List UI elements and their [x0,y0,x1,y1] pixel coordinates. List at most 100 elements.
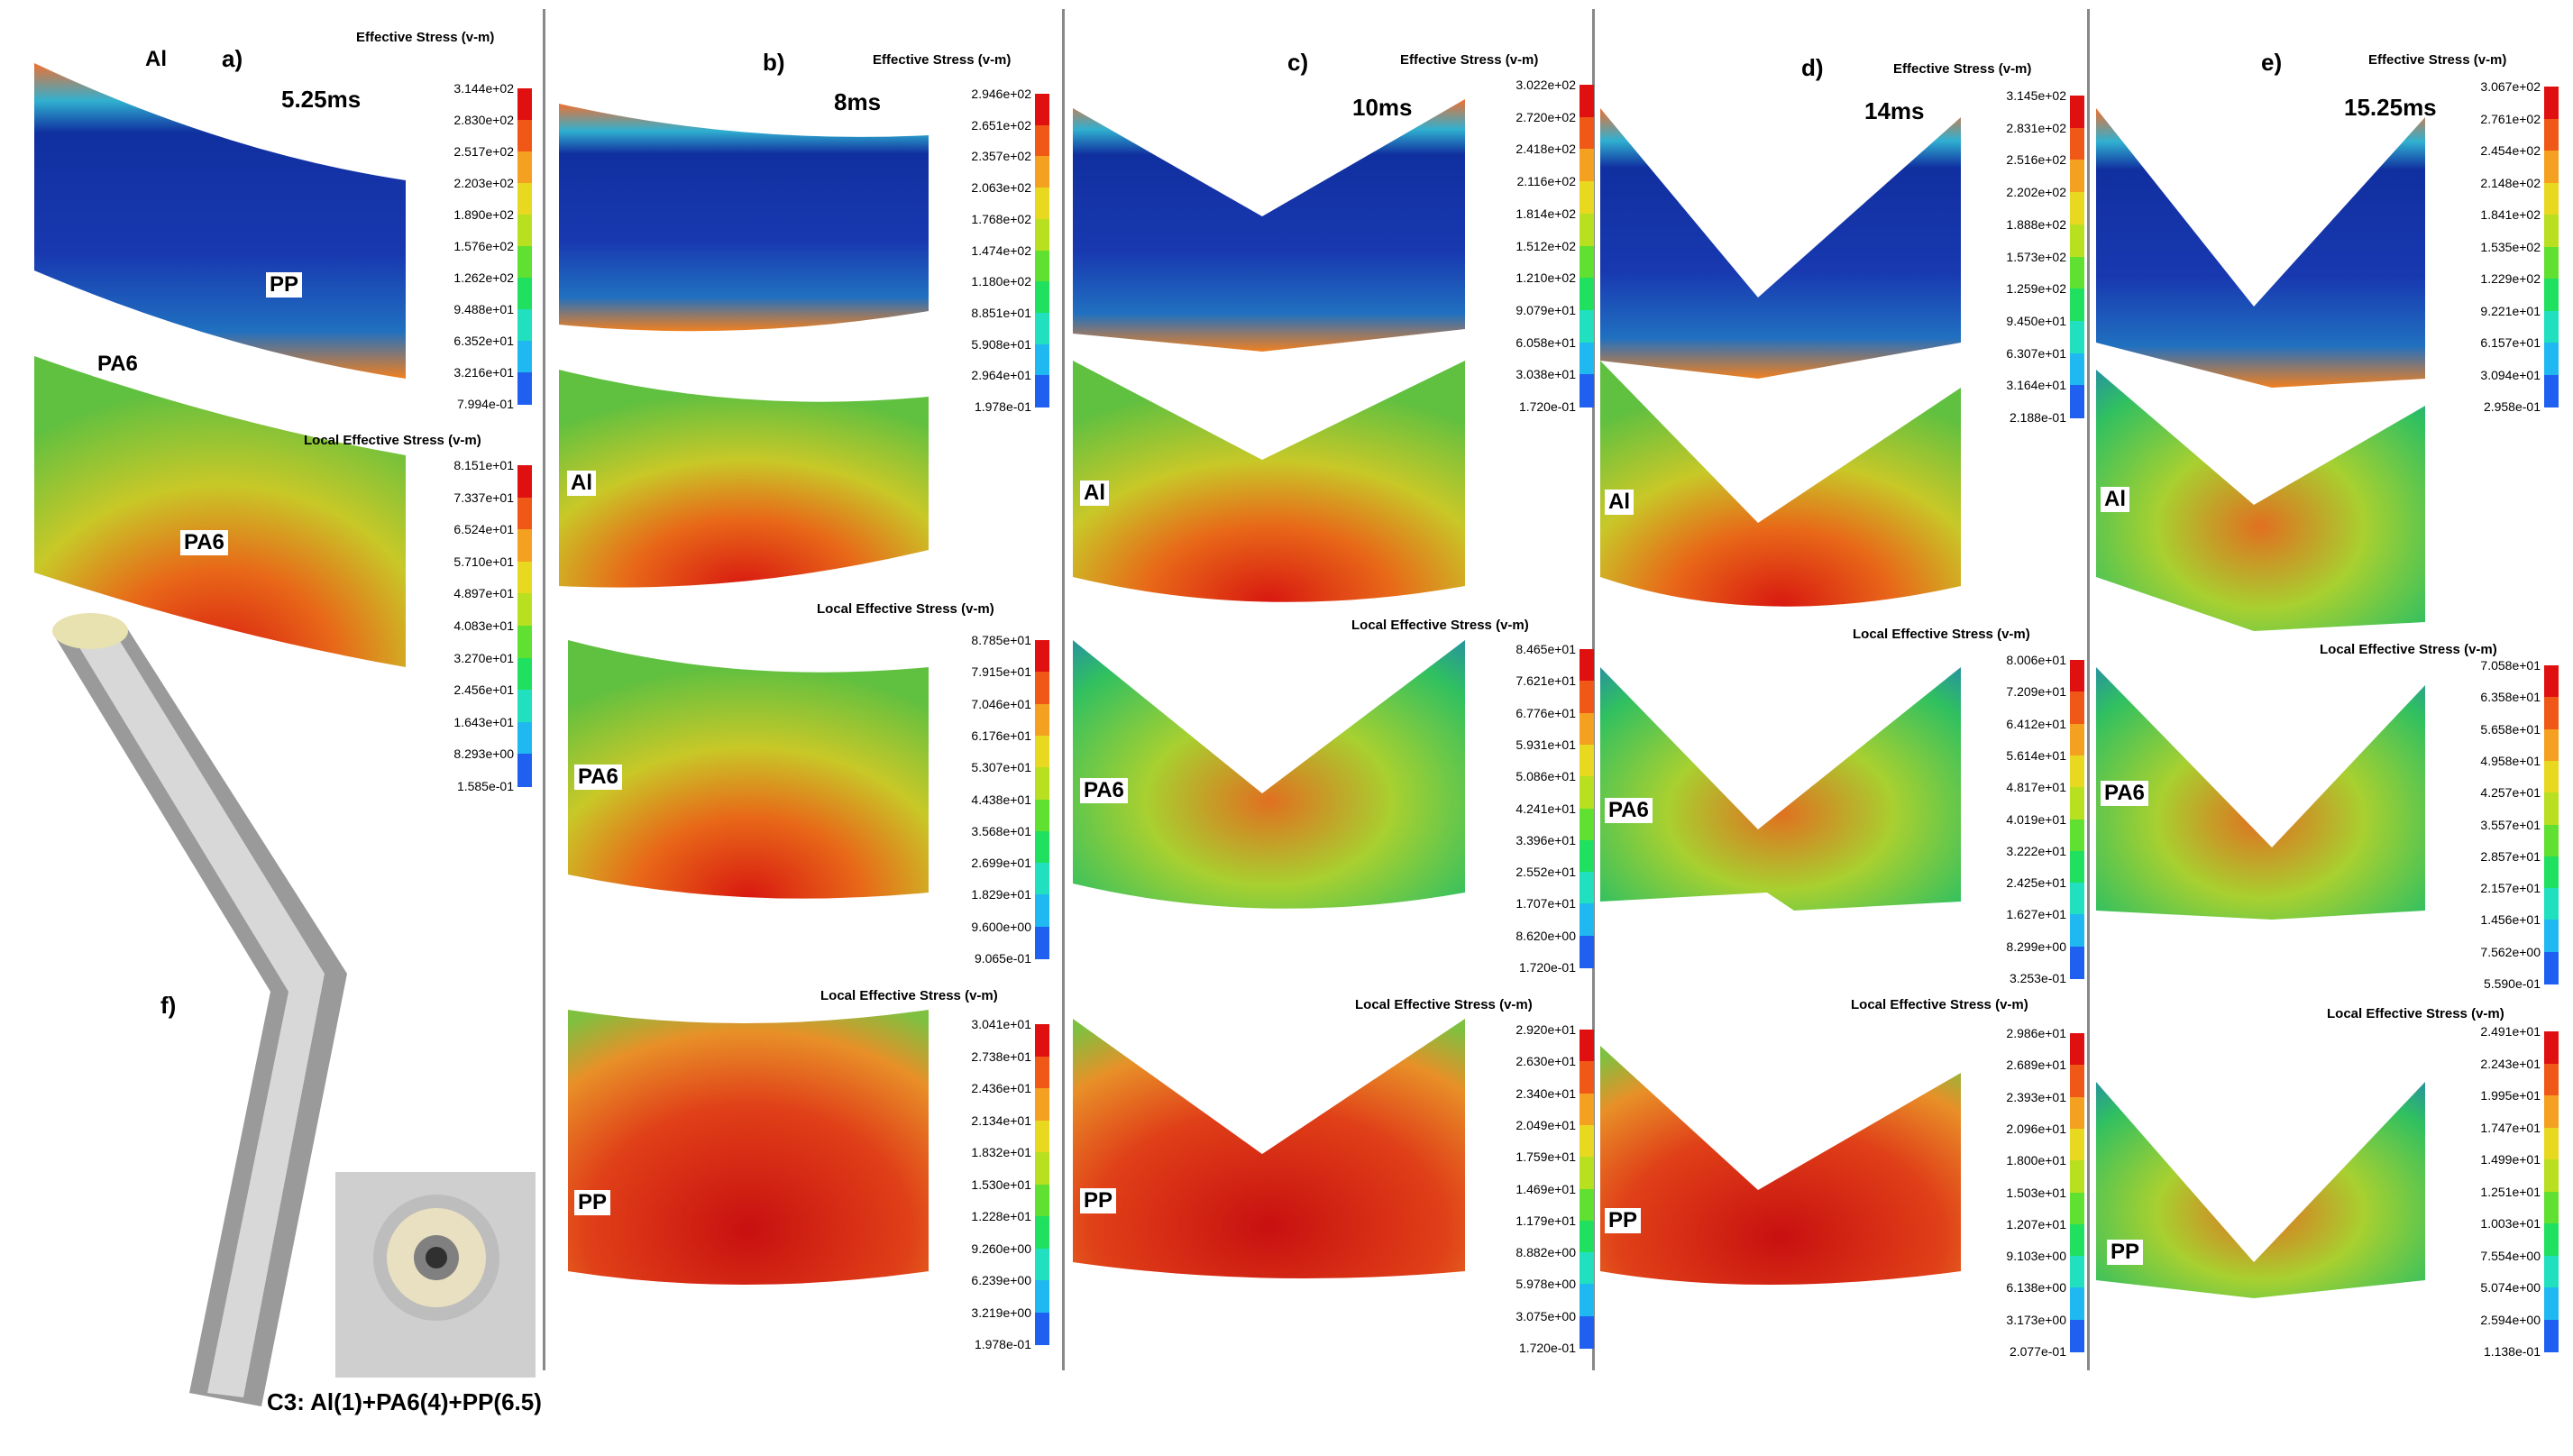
colorbar-tick-label: 9.260e+00 [971,1241,1031,1256]
colorbar-tick-label: 2.830e+02 [453,113,514,127]
material-label-pa6: PA6 [180,530,228,555]
colorbar-tick-label: 1.251e+01 [2480,1184,2541,1199]
colorbar-segment [2070,1033,2084,1067]
colorbar-tick-label: 2.063e+02 [971,180,1031,196]
colorbar-segment [1580,935,1594,968]
colorbar-segment [1580,1315,1594,1349]
material-label-al: Al [1080,481,1109,506]
colorbar-tick-label: 1.707e+01 [1515,896,1576,911]
colorbar-segment [517,690,532,723]
colorbar-segment [2544,920,2559,953]
colorbar-segment [2544,279,2559,312]
colorbar-title-c-top: Effective Stress (v-m) [1400,52,1539,68]
colorbar-tick-label: 8.151e+01 [453,458,514,472]
colorbar-segment [517,341,532,373]
colorbar-segment [1580,839,1594,874]
material-label-pp: PP [2107,1240,2144,1265]
colorbar-tick-label: 2.594e+00 [2480,1312,2541,1327]
colorbar-a-pa6: 8.151e+01 7.337e+01 6.524e+01 5.710e+01 4.89… [400,459,536,792]
colorbar-segment [517,309,532,342]
colorbar-segment [2544,665,2559,699]
colorbar-segment [2544,951,2559,984]
colorbar-tick-label: 1.530e+01 [971,1177,1031,1192]
material-label-al: Al [2101,487,2129,512]
colorbar-tick-label: 2.516e+02 [2006,152,2066,168]
colorbar-segment [517,88,532,121]
colorbar-tick-label: 7.337e+01 [453,490,514,505]
colorbar-tick-label: 2.964e+01 [971,368,1031,383]
colorbar-tick-label: 3.216e+01 [453,365,514,380]
colorbar-tick-label: 3.038e+01 [1515,367,1576,382]
colorbar-tick-label: 1.890e+02 [453,207,514,222]
colorbar-tick-label: 2.357e+02 [971,149,1031,164]
colorbar-tick-label: 9.221e+01 [2480,303,2541,318]
colorbar-segment [1580,116,1594,151]
colorbar-segment [2070,1223,2084,1258]
colorbar-segment [1580,342,1594,376]
colorbar-segment [2070,850,2084,884]
time-label-d: 14ms [1864,97,1925,124]
colorbar-b-pp: 3.041e+01 2.738e+01 2.436e+01 2.134e+01 1.83… [918,1018,1053,1351]
colorbar-a-top: 3.144e+02 2.830e+02 2.517e+02 2.203e+02 1.89… [400,82,536,410]
material-label-pa6: PA6 [574,765,622,790]
panel-divider-bc [1062,9,1065,1370]
material-label-pp: PP [1080,1188,1117,1213]
colorbar-title-b-pa6: Local Effective Stress (v-m) [817,601,994,617]
colorbar-e-top: 3.067e+02 2.761e+02 2.454e+02 2.148e+02 1.84… [2427,80,2562,413]
colorbar-tick-label: 1.888e+02 [2006,216,2066,232]
colorbar-segment [517,561,532,595]
colorbar-tick-label: 7.915e+01 [971,664,1031,680]
colorbar-segment [517,721,532,755]
colorbar-b-top: 2.946e+02 2.651e+02 2.357e+02 2.063e+02 1.76… [918,87,1053,413]
colorbar-tick-label: 1.978e-01 [974,1337,1031,1351]
colorbar-segment [517,465,532,499]
colorbar-segment [2070,127,2084,161]
panel-divider-de [2087,9,2090,1370]
colorbar-segment [1580,744,1594,778]
colorbar-tick-label: 4.897e+01 [453,586,514,601]
colorbar-segment [2544,888,2559,921]
colorbar-tick-label: 3.557e+01 [2480,817,2541,832]
colorbar-segment [2070,385,2084,418]
colorbar-segment [1035,94,1049,126]
colorbar-segment [1580,374,1594,407]
colorbar-segment [517,120,532,152]
colorbar-tick-label: 1.469e+01 [1515,1181,1576,1196]
colorbar-segment [1580,1030,1594,1063]
panel-letter-c: c) [1287,49,1309,76]
colorbar-segment [2070,256,2084,290]
colorbar-tick-label: 7.209e+01 [2006,684,2066,700]
colorbar-tick-label: 2.517e+02 [453,144,514,159]
colorbar-tick-label: 6.412e+01 [2006,716,2066,731]
colorbar-tick-label: 2.436e+01 [971,1081,1031,1095]
colorbar-tick-label: 2.148e+02 [2480,175,2541,190]
colorbar-segment [1580,872,1594,905]
panel-letter-d: d) [1801,54,1824,81]
colorbar-tick-label: 2.134e+01 [971,1113,1031,1128]
panel-divider-ab [543,9,545,1370]
colorbar-tick-label: 7.621e+01 [1515,673,1576,689]
colorbar-tick-label: 3.219e+00 [971,1305,1031,1320]
colorbar-segment [2544,374,2559,407]
colorbar-segment [2544,118,2559,151]
colorbar-segment [2070,1192,2084,1225]
colorbar-segment [2070,353,2084,387]
colorbar-segment [1580,149,1594,183]
colorbar-segment [2544,1319,2559,1352]
colorbar-tick-label: 3.173e+00 [2006,1312,2066,1327]
colorbar-tick-label: 9.488e+01 [453,302,514,316]
colorbar-segment [2070,883,2084,916]
colorbar-tick-label: 3.144e+02 [453,81,514,96]
colorbar-segment [2544,215,2559,248]
colorbar-segment [1580,85,1594,118]
colorbar-segment [1580,1252,1594,1286]
colorbar-tick-label: 2.202e+02 [2006,185,2066,200]
colorbar-segment [2070,96,2084,129]
colorbar-title-d-pp: Local Effective Stress (v-m) [1851,997,2028,1012]
colorbar-segment [517,183,532,215]
colorbar-tick-label: 9.600e+00 [971,919,1031,934]
colorbar-tick-label: 1.180e+02 [971,274,1031,289]
colorbar-tick-label: 3.022e+02 [1515,78,1576,92]
colorbar-tick-label: 1.585e-01 [456,779,514,793]
colorbar-tick-label: 2.340e+01 [1515,1085,1576,1101]
